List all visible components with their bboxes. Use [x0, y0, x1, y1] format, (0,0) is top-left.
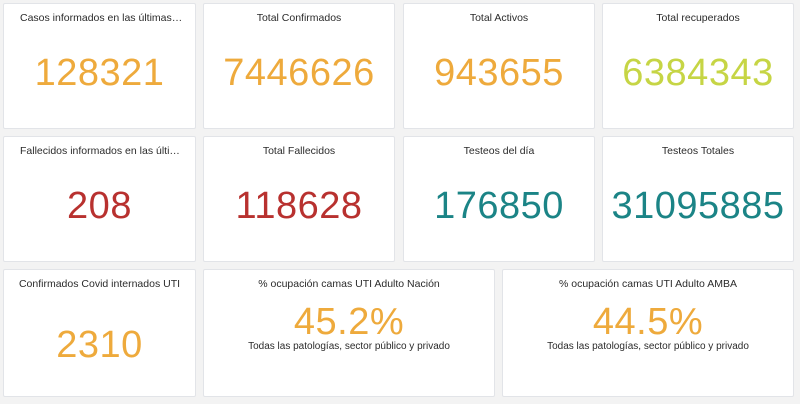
- card-title: Total recuperados: [656, 12, 740, 24]
- kpi-card-total-activos: Total Activos 943655: [403, 3, 595, 129]
- card-subtitle: Todas las patologías, sector público y p…: [248, 341, 450, 352]
- card-value: 208: [67, 185, 132, 227]
- card-value: 943655: [434, 52, 564, 94]
- card-title: % ocupación camas UTI Adulto Nación: [258, 278, 440, 290]
- card-value: 45.2%: [293, 301, 405, 343]
- card-title: % ocupación camas UTI Adulto AMBA: [558, 278, 737, 290]
- kpi-card-ocupacion-uti-nacion: % ocupación camas UTI Adulto Nación 45.2…: [203, 269, 495, 397]
- kpi-card-internados-uti: Confirmados Covid internados UTI 2310: [3, 269, 196, 397]
- card-title: Casos informados en las últimas 24 horas: [20, 12, 185, 24]
- kpi-card-testeos-dia: Testeos del día 176850: [403, 136, 595, 262]
- card-value: 6384343: [622, 52, 774, 94]
- kpi-card-total-fallecidos: Total Fallecidos 118628: [203, 136, 395, 262]
- kpi-card-total-recuperados: Total recuperados 6384343: [602, 3, 794, 129]
- card-title: Testeos del día: [463, 145, 535, 157]
- card-title: Fallecidos informados en las últimas 24 …: [20, 145, 185, 157]
- card-value: 31095885: [611, 185, 785, 227]
- card-subtitle: Todas las patologías, sector público y p…: [547, 341, 749, 352]
- card-value: 7446626: [223, 52, 375, 94]
- card-title: Testeos Totales: [661, 145, 735, 157]
- kpi-card-casos-24h: Casos informados en las últimas 24 horas…: [3, 3, 196, 129]
- card-value: 2310: [56, 324, 143, 366]
- card-value: 118628: [235, 185, 363, 227]
- card-title: Total Confirmados: [256, 12, 342, 24]
- kpi-card-total-confirmados: Total Confirmados 7446626: [203, 3, 395, 129]
- kpi-card-testeos-totales: Testeos Totales 31095885: [602, 136, 794, 262]
- card-value: 128321: [34, 52, 165, 94]
- card-value: 44.5%: [592, 301, 704, 343]
- kpi-card-fallecidos-24h: Fallecidos informados en las últimas 24 …: [3, 136, 196, 262]
- card-title: Total Fallecidos: [262, 145, 336, 157]
- card-title: Confirmados Covid internados UTI: [18, 278, 181, 290]
- kpi-card-ocupacion-uti-amba: % ocupación camas UTI Adulto AMBA 44.5% …: [502, 269, 794, 397]
- card-title: Total Activos: [469, 12, 529, 24]
- card-value: 176850: [434, 185, 564, 227]
